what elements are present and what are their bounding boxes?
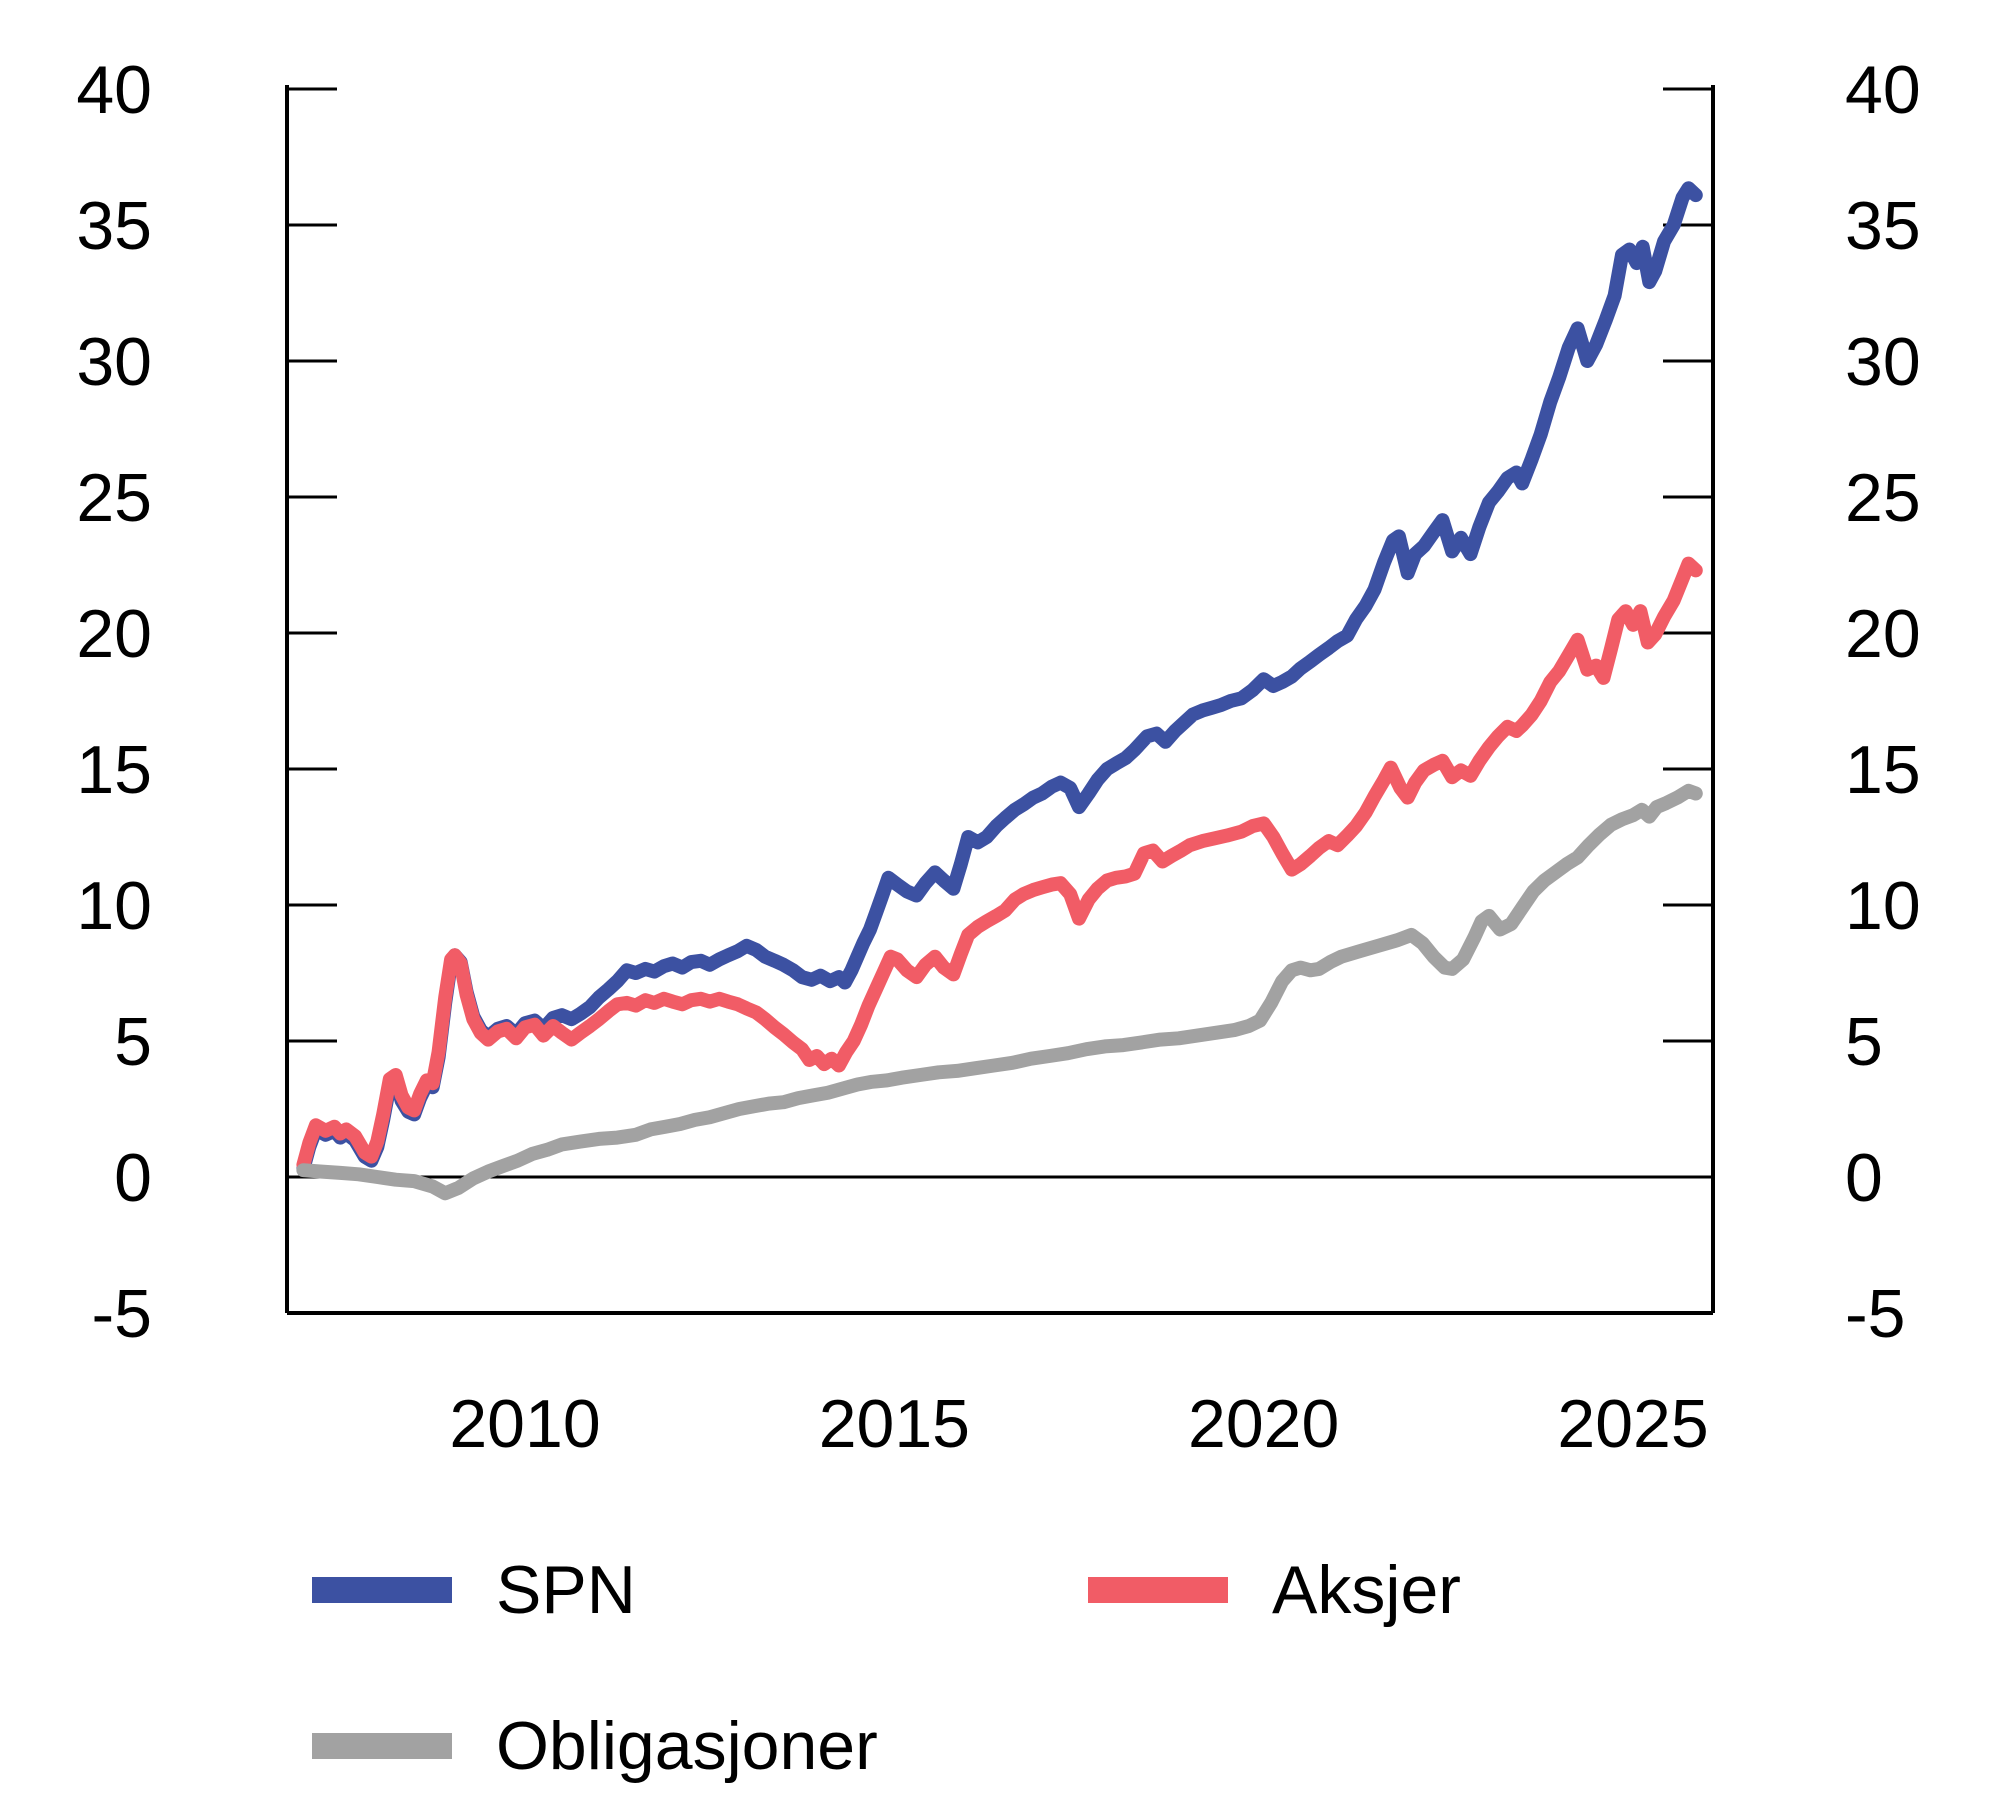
y-axis-tick-label-right: -5 [1845,1276,1905,1352]
y-axis-tick-label-right: 40 [1845,52,1921,128]
y-axis-tick-label-left: 35 [76,188,152,264]
axes [285,85,1715,1315]
x-axis-tick-label: 2020 [1188,1386,1339,1462]
y-axis-tick-label-right: 30 [1845,324,1921,400]
y-axis-tick-label-right: 20 [1845,596,1921,672]
series-line-spn [296,181,1703,1176]
y-axis-tick-label-left: 10 [76,868,152,944]
y-axis-tick-label-left: 20 [76,596,152,672]
y-axis-tick-label-left: 5 [114,1004,152,1080]
legend-swatch-aksjer [1088,1577,1228,1603]
legend-label-obligasjoner: Obligasjoner [496,1708,878,1784]
y-axis-tick-label-right: 15 [1845,732,1921,808]
y-axis-tick-label-right: 0 [1845,1140,1883,1216]
y-axis-tick-label-left: 0 [114,1140,152,1216]
legend-item-aksjer: Aksjer [1088,1552,1461,1628]
legend-swatch-spn [312,1577,452,1603]
x-axis-tick-label: 2010 [449,1386,600,1462]
y-axis-tick-label-left: -5 [92,1276,152,1352]
y-axis-tick-label-left: 30 [76,324,152,400]
x-axis-tick-label: 2015 [819,1386,970,1462]
y-axis-tick-label-left: 15 [76,732,152,808]
series-line-obligasjoner [296,783,1703,1201]
series-line-aksjer [296,556,1703,1172]
legend-label-aksjer: Aksjer [1272,1552,1461,1628]
legend-label-spn: SPN [496,1552,636,1628]
y-axis-tick-label-right: 5 [1845,1004,1883,1080]
legend-swatch-obligasjoner [312,1733,452,1759]
y-axis-tick-label-right: 25 [1845,460,1921,536]
y-axis-tick-label-right: 10 [1845,868,1921,944]
y-axis-tick-label-left: 40 [76,52,152,128]
legend-item-spn: SPN [312,1552,636,1628]
x-axis-tick-label: 2025 [1557,1386,1708,1462]
y-axis-tick-label-right: 35 [1845,188,1921,264]
series-lines [296,181,1703,1201]
y-axis-tick-label-left: 25 [76,460,152,536]
legend-item-obligasjoner: Obligasjoner [312,1708,878,1784]
